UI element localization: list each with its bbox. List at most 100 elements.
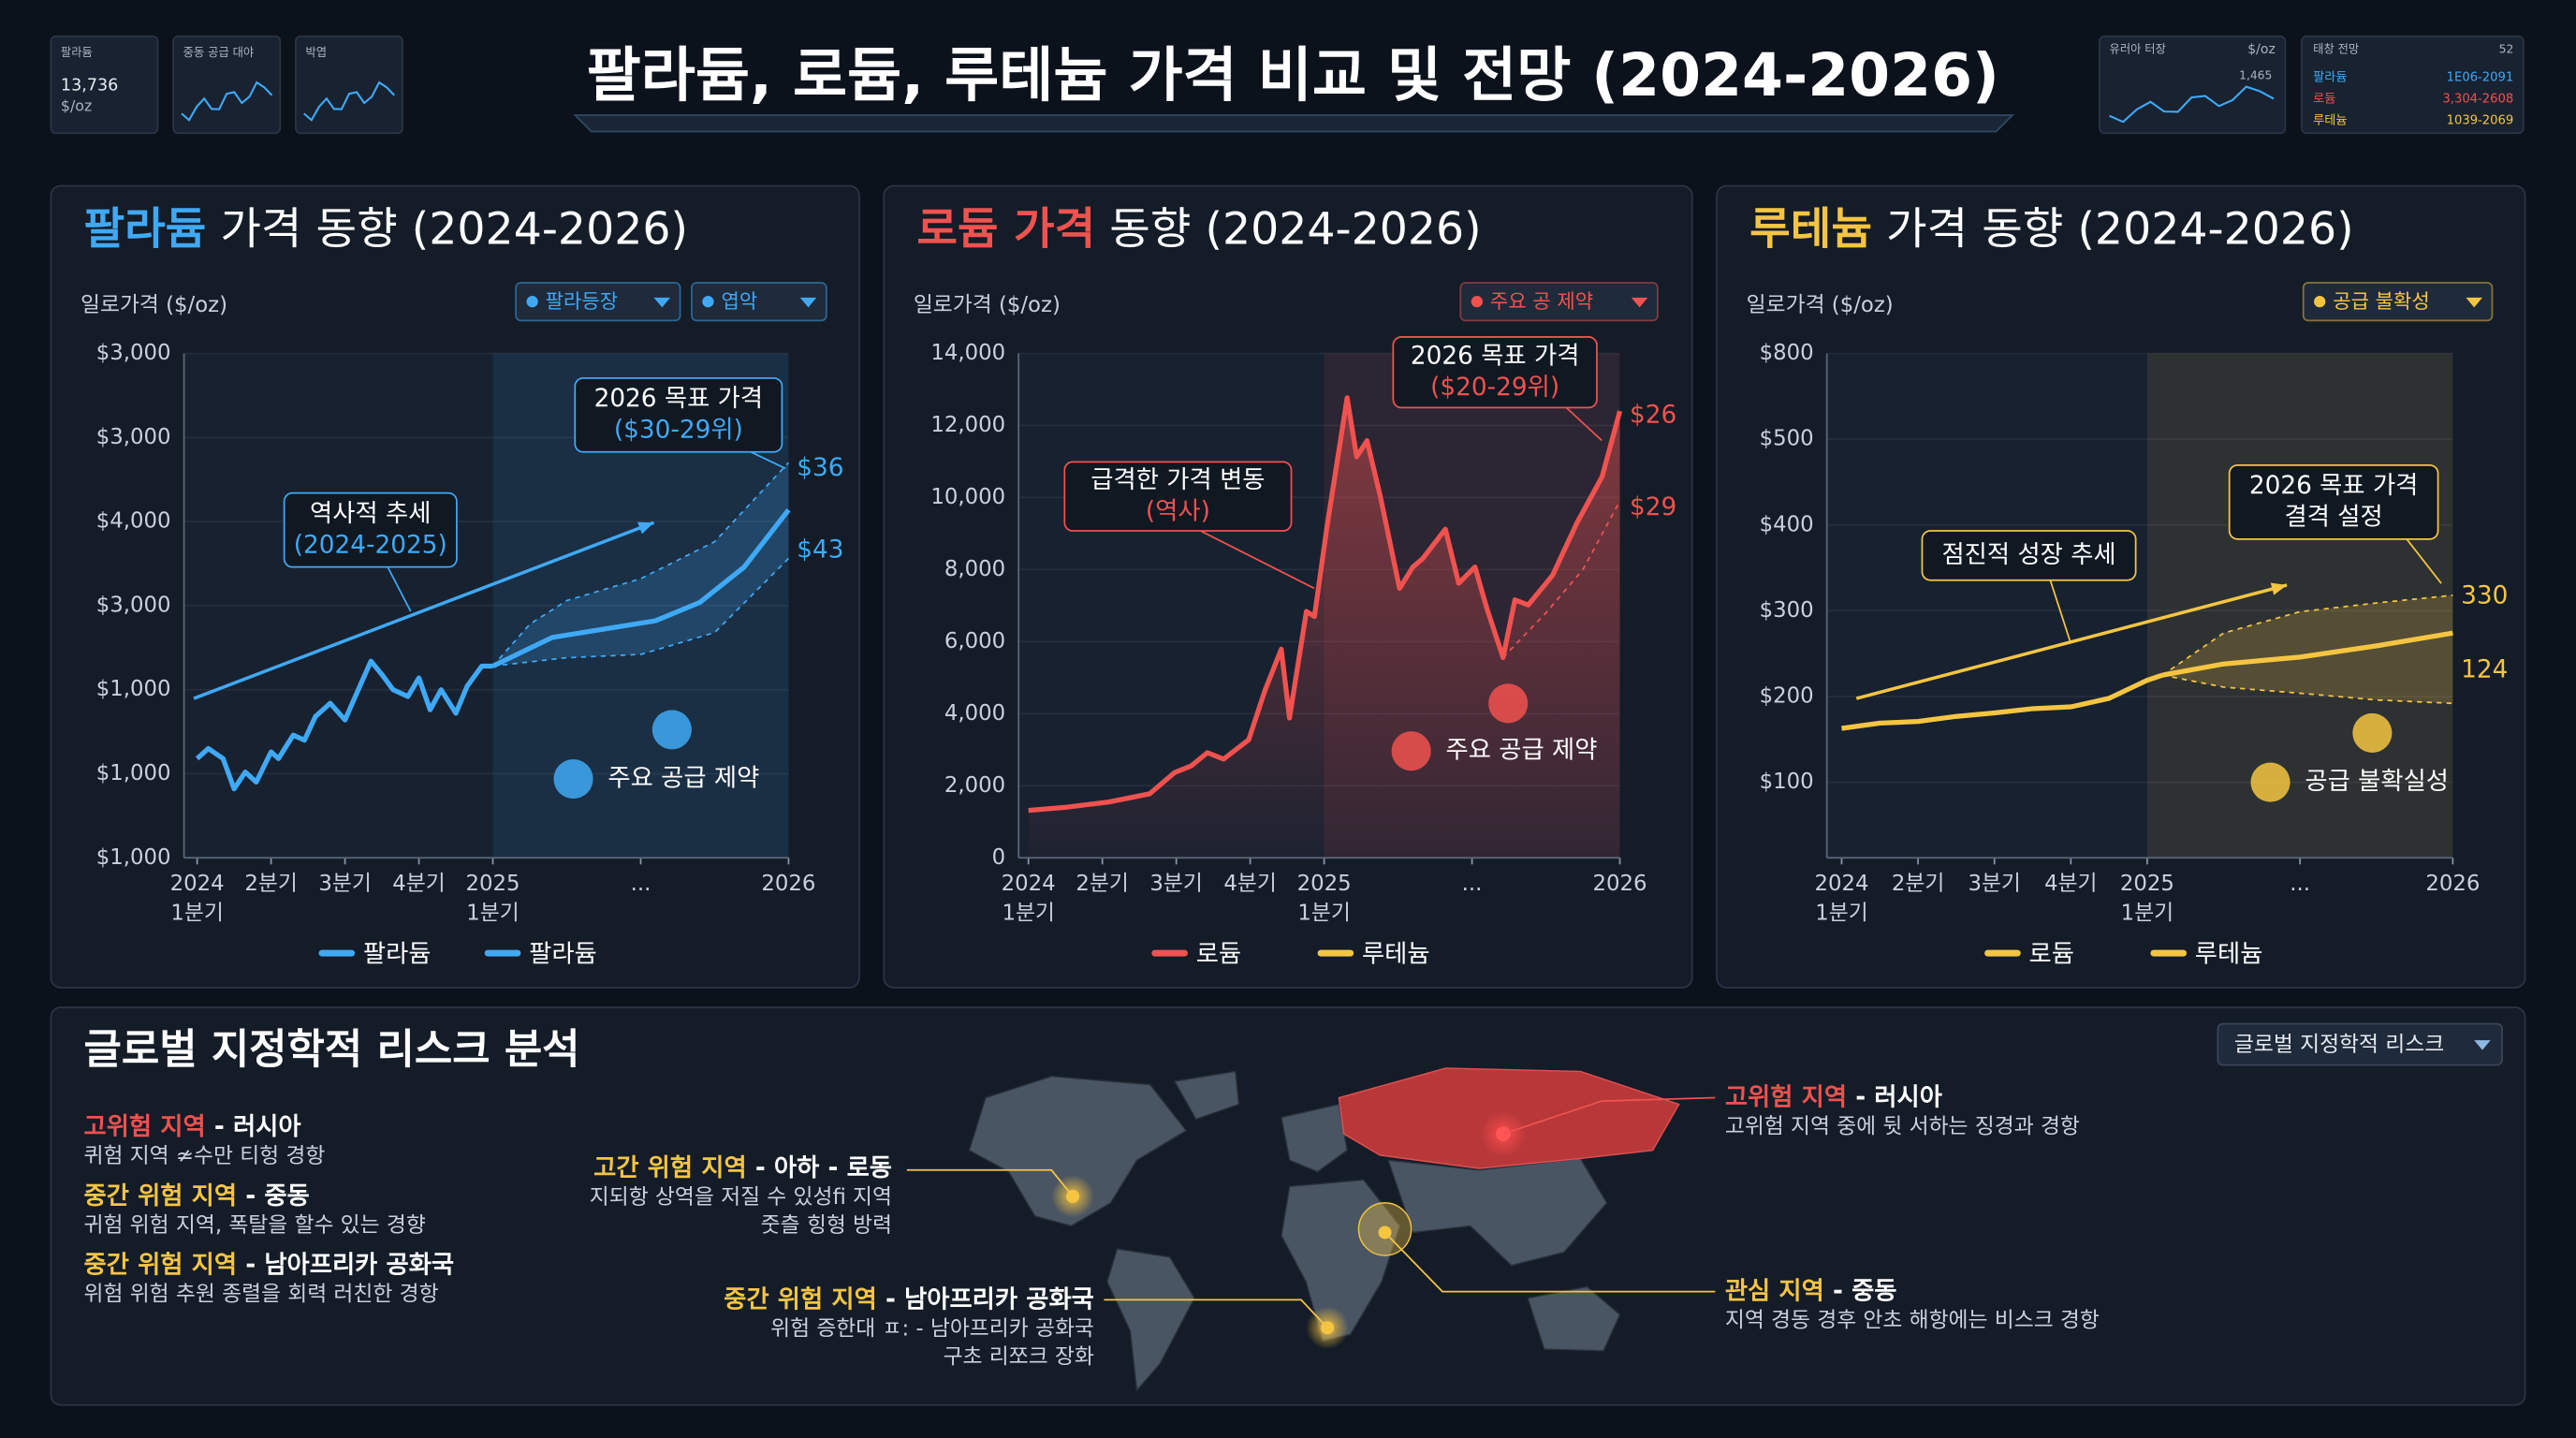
stat-card: [50, 35, 159, 135]
dropdown-box[interactable]: [2302, 282, 2494, 322]
dropdown-icon: [2314, 296, 2326, 308]
risk-level: 중간 위험 지역: [724, 1285, 877, 1313]
dropdown-text[interactable]: 공급 불확성: [2333, 289, 2430, 313]
page-title: 팔라듐, 로듐, 루테늄 가격 비교 및 전망 (2024-2026): [587, 40, 1999, 110]
callout-box: [1063, 461, 1293, 532]
y-tick-label: $3,000: [96, 341, 171, 365]
x-tick-sublabel: 1분기: [466, 901, 519, 925]
trend-arrow: [193, 521, 655, 700]
dropdown-text[interactable]: 엽악: [721, 289, 757, 313]
callout-text: 결격 설정: [2285, 503, 2383, 531]
dropdown[interactable]: 공급 불확성: [2302, 282, 2494, 322]
forecast-range-line: [2162, 674, 2453, 705]
dropdown-box[interactable]: [2217, 1022, 2503, 1066]
dropdown-box[interactable]: [515, 282, 681, 322]
y-tick-label: $1,000: [96, 677, 171, 701]
continent: [1173, 1070, 1240, 1121]
continent: [968, 1076, 1188, 1227]
sparkline: [181, 81, 273, 122]
title-rest: 가격 동향 (2024-2026): [206, 204, 688, 256]
card-label: 박엽: [305, 46, 327, 59]
dropdown[interactable]: 주요 공 제약: [1459, 282, 1659, 322]
card-label: 유러아 터장: [2110, 42, 2166, 55]
callout-pointer: [2406, 538, 2442, 584]
risk-region: - 러시아: [206, 1113, 301, 1141]
map-label: 고위험 지역 - 러시아: [1725, 1083, 1942, 1111]
continent: [1387, 1157, 1608, 1267]
x-tick-sublabel: 1분기: [1002, 901, 1054, 925]
dropdown-text[interactable]: 주요 공 제약: [1490, 289, 1593, 313]
title-underline: [573, 114, 2015, 133]
stat-card: [295, 35, 403, 135]
callout-pointer: [750, 451, 786, 470]
x-tick-label: 4분기: [1223, 872, 1276, 896]
legend-label: 팔라듐: [363, 940, 432, 968]
dropdown-text[interactable]: 글로벌 지정학적 리스크: [2234, 1033, 2444, 1057]
callout-box: [574, 376, 783, 453]
dropdown[interactable]: 엽악: [691, 282, 827, 322]
end-label: 330: [2461, 582, 2508, 610]
y-tick-label: 12,000: [930, 413, 1005, 437]
chart-title: 루테늄 가격 동향 (2024-2026): [1749, 204, 2353, 256]
dropdown[interactable]: 팔라등장: [515, 282, 681, 322]
forecast-range-line: [491, 462, 790, 668]
x-tick-label: 2025: [2120, 872, 2174, 896]
price-line: [2161, 630, 2453, 678]
area-fill: [1028, 397, 1620, 858]
y-tick-label: $1,000: [96, 761, 171, 785]
legend-label: 루테늄: [2195, 940, 2263, 968]
card-value: 13,736: [61, 76, 118, 95]
x-tick-label: 2024: [170, 872, 225, 896]
end-label: $43: [797, 536, 843, 565]
y-tick-label: $200: [1760, 684, 1814, 709]
legend-label: 로듐: [2029, 940, 2074, 968]
marker-icon: [1391, 731, 1431, 771]
dropdown-box[interactable]: [691, 282, 827, 322]
y-axis-label: 일로가격 ($/oz): [1747, 293, 1894, 317]
risk-item: 중간 위험 지역 - 중동: [84, 1181, 310, 1210]
risk-region: - 아하 - 로동: [747, 1154, 892, 1182]
y-tick-label: 14,000: [930, 341, 1005, 365]
callout-text: ($20-29위): [1430, 374, 1559, 402]
card-label: 중동 공급 대야: [183, 46, 255, 59]
leader-line: [1502, 1096, 1716, 1135]
map-desc: 지되항 상역을 저질 수 있성fi 지역: [590, 1185, 892, 1210]
title-highlight: 로듐 가격: [916, 204, 1095, 256]
x-tick-label: 2026: [2425, 872, 2480, 896]
marker-label: 공급 불확실성: [2305, 768, 2449, 796]
price-line: [195, 658, 493, 792]
y-tick-label: 8,000: [944, 557, 1005, 581]
y-tick-label: 6,000: [944, 629, 1005, 653]
y-tick-label: $800: [1760, 341, 1814, 365]
map-leaders: [906, 1096, 1716, 1328]
y-tick-label: $3,000: [96, 593, 171, 617]
marker-icon: [651, 710, 692, 750]
continent: [1281, 1179, 1401, 1343]
dropdown-text[interactable]: 팔라등장: [546, 289, 618, 313]
x-tick-label: 2026: [1593, 872, 1647, 896]
risk-desc: 위험 위험 추원 종렬을 회력 러친한 경항: [84, 1283, 439, 1307]
chart-title: 팔라듐 가격 동향 (2024-2026): [84, 204, 688, 256]
y-tick-label: $1,000: [96, 845, 171, 870]
x-tick-label: 3분기: [1968, 872, 2020, 896]
x-tick-label: ...: [1462, 872, 1483, 896]
end-label: $36: [797, 454, 843, 482]
callout-pointer: [387, 566, 412, 612]
x-tick-sublabel: 1분기: [2121, 901, 2174, 925]
forecast-range-line: [492, 557, 790, 668]
legend-label: 팔라듐: [529, 940, 597, 968]
price-line: [491, 507, 791, 668]
y-tick-label: $300: [1760, 598, 1814, 623]
risk-level: 고위험 지역: [84, 1113, 206, 1141]
x-tick-label: 2024: [1002, 872, 1056, 896]
marker-icon: [2250, 762, 2291, 802]
dropdown-box[interactable]: [1459, 282, 1659, 322]
callout-pointer: [1200, 530, 1315, 590]
forecast-range-line: [1502, 500, 1621, 658]
risk-level: 고위험 지역: [1725, 1083, 1847, 1111]
band-fill: [492, 462, 789, 667]
map-desc: 고위험 지역 중에 뒷 서하는 징경과 경항: [1725, 1115, 2080, 1139]
dropdown-caret: [2474, 1040, 2491, 1050]
x-tick-label: 2분기: [1892, 872, 1944, 896]
end-label: $29: [1630, 493, 1676, 521]
